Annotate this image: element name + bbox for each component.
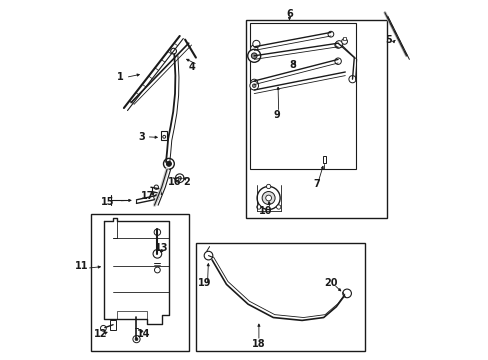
Circle shape (175, 174, 183, 183)
Circle shape (166, 161, 171, 166)
Bar (196, 243, 365, 351)
Bar (161, 131, 167, 140)
Bar (249, 23, 355, 169)
Circle shape (262, 192, 275, 204)
Circle shape (154, 185, 158, 189)
Text: 14: 14 (137, 329, 150, 339)
Circle shape (334, 58, 341, 64)
Text: 6: 6 (285, 9, 292, 19)
Text: 15: 15 (101, 197, 114, 207)
Bar (91, 214, 188, 351)
Circle shape (335, 41, 342, 48)
Circle shape (266, 184, 270, 189)
Bar (342, 37, 346, 40)
Circle shape (252, 84, 256, 87)
Text: 18: 18 (252, 339, 265, 349)
Text: 16: 16 (167, 177, 181, 187)
Text: 10: 10 (259, 206, 272, 216)
Circle shape (249, 81, 258, 90)
Circle shape (204, 251, 212, 260)
Circle shape (341, 39, 347, 44)
Text: 8: 8 (289, 60, 296, 70)
Circle shape (163, 158, 174, 169)
Text: 12: 12 (94, 329, 107, 339)
Circle shape (247, 49, 260, 62)
Circle shape (133, 336, 140, 343)
Text: 2: 2 (183, 177, 190, 187)
Text: 9: 9 (273, 110, 280, 120)
Circle shape (251, 53, 257, 59)
Circle shape (265, 195, 271, 201)
Text: 5: 5 (385, 35, 391, 45)
Text: 4: 4 (188, 62, 195, 72)
Circle shape (154, 229, 160, 235)
Circle shape (154, 267, 160, 273)
Circle shape (257, 186, 280, 210)
Circle shape (101, 325, 106, 331)
Text: 19: 19 (198, 278, 211, 288)
Circle shape (163, 135, 165, 138)
Circle shape (153, 249, 162, 258)
Circle shape (252, 40, 260, 48)
Circle shape (334, 42, 341, 48)
Circle shape (153, 195, 159, 200)
Circle shape (250, 45, 257, 52)
Text: 17: 17 (140, 191, 154, 201)
Circle shape (276, 205, 280, 209)
Circle shape (342, 289, 351, 298)
Text: 13: 13 (155, 243, 168, 253)
Text: 11: 11 (75, 261, 88, 271)
Bar (322, 156, 325, 163)
Text: 3: 3 (138, 132, 145, 142)
Text: 1: 1 (117, 72, 123, 82)
Text: 7: 7 (312, 179, 319, 189)
Circle shape (250, 79, 257, 86)
Bar (117, 311, 147, 319)
Text: 20: 20 (324, 278, 337, 288)
Circle shape (170, 48, 176, 54)
Bar (246, 20, 386, 218)
Circle shape (256, 205, 261, 209)
Circle shape (348, 76, 355, 83)
Bar (110, 320, 116, 330)
Circle shape (327, 31, 333, 37)
Circle shape (135, 338, 138, 341)
